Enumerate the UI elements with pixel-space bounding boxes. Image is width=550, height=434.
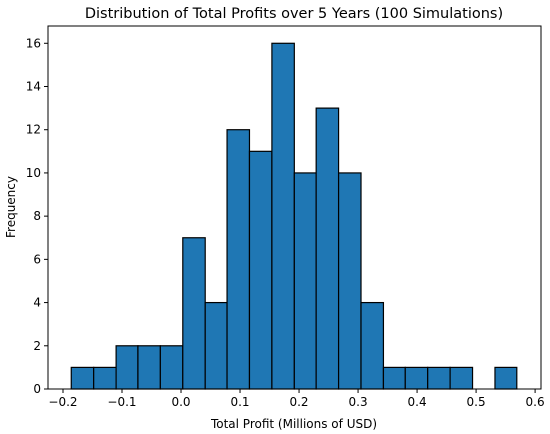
y-tick-label: 4 [33,296,41,310]
bar [248,150,273,390]
x-tick-label: −0.1 [107,395,136,409]
x-tick-label: 0.3 [349,395,368,409]
bar [449,366,474,390]
bar [271,42,295,390]
bar [360,301,385,390]
bar [115,345,139,390]
chart-title: Distribution of Total Profits over 5 Yea… [85,6,503,22]
y-tick-label: 14 [26,80,41,94]
bar [204,301,228,390]
bar [70,366,95,390]
y-tick-label: 8 [33,209,41,223]
x-tick-label: 0.5 [467,395,486,409]
bar [427,366,451,390]
y-axis-label: Frequency [4,176,18,238]
y-tick-label: 0 [33,382,41,396]
y-tick-label: 2 [33,339,41,353]
x-tick-label: 0.2 [289,395,308,409]
bar [494,366,518,390]
x-tick-label: 0.4 [408,395,427,409]
x-tick-label: 0.6 [526,395,545,409]
bar [337,172,362,390]
y-tick-label: 6 [33,252,41,266]
bar [137,345,161,390]
axes-frame [47,25,542,390]
bar [293,172,317,390]
x-axis-label: Total Profit (Millions of USD) [210,417,377,431]
x-tick-label: 0.0 [171,395,190,409]
bar [382,366,406,390]
bar [93,366,117,390]
y-tick-label: 16 [26,36,41,50]
bar [404,366,429,390]
bar [182,237,206,390]
bar [315,107,340,390]
x-tick-label: −0.2 [48,395,77,409]
bar [159,345,184,390]
y-tick-label: 10 [26,166,41,180]
y-tick-label: 12 [26,123,41,137]
x-tick-label: 0.1 [230,395,249,409]
bar [226,129,251,390]
